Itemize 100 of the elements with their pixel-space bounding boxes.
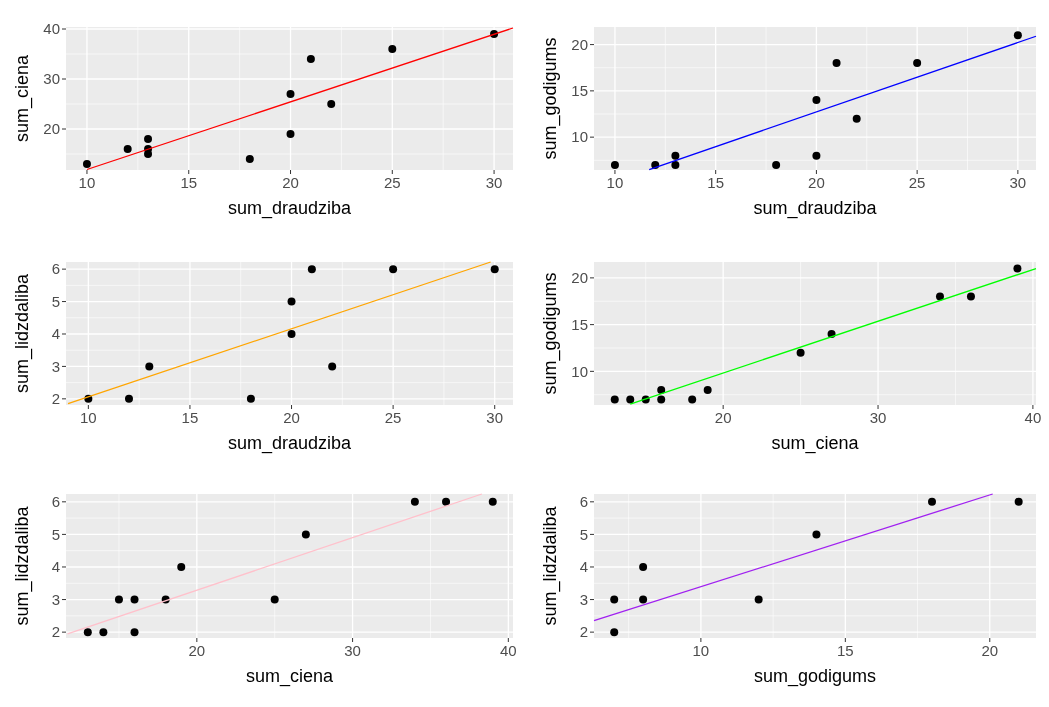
point (639, 595, 648, 604)
point (610, 395, 619, 404)
y-tick-label: 2 (51, 390, 60, 408)
y-tick-label: 3 (51, 590, 60, 608)
point (928, 497, 936, 506)
x-axis-title: sum_draudziba (227, 198, 353, 219)
y-tick-label: 5 (51, 292, 60, 310)
x-tick-label: 25 (383, 174, 401, 191)
x-tick-label: 10 (78, 174, 96, 191)
point (626, 395, 635, 404)
x-tick-label: 30 (485, 174, 503, 191)
point (1014, 497, 1023, 506)
point (610, 595, 619, 604)
point (287, 329, 296, 338)
point (688, 395, 697, 404)
point (145, 362, 154, 371)
point (130, 628, 139, 637)
point (245, 155, 254, 163)
x-tick-label: 15 (836, 642, 854, 659)
point (388, 45, 397, 53)
point (306, 55, 315, 63)
y-tick-label: 15 (571, 315, 588, 333)
y-tick-label: 5 (51, 525, 60, 543)
point (327, 100, 336, 108)
point (1013, 31, 1022, 40)
x-tick-label: 20 (282, 174, 299, 191)
point (114, 595, 123, 604)
x-tick-label: 10 (80, 409, 97, 426)
point (410, 497, 419, 506)
point (671, 151, 680, 160)
x-axis-title: sum_ciena (771, 433, 860, 454)
y-axis-title: sum_lidzdaliba (12, 505, 33, 626)
point (812, 151, 821, 160)
y-tick-label: 4 (51, 325, 60, 343)
point (328, 362, 337, 371)
x-tick-label: 20 (714, 409, 732, 426)
point (83, 628, 92, 637)
y-tick-label: 2 (51, 623, 60, 641)
x-tick-label: 30 (486, 409, 504, 426)
y-axis-title: sum_godigums (540, 272, 561, 395)
point (82, 160, 91, 168)
x-tick-label: 15 (180, 174, 198, 191)
point (130, 595, 139, 604)
point (99, 628, 108, 637)
point (671, 160, 680, 169)
point (812, 96, 821, 105)
x-tick-label: 10 (606, 174, 624, 191)
point (657, 395, 666, 404)
x-tick-label: 20 (981, 642, 999, 659)
point (389, 265, 398, 274)
y-axis-title: sum_lidzdaliba (540, 505, 561, 626)
point (246, 394, 255, 403)
point (286, 90, 295, 98)
point (307, 265, 316, 274)
y-tick-label: 20 (571, 269, 588, 287)
y-tick-label: 6 (51, 493, 60, 511)
point (490, 265, 499, 274)
point (123, 145, 132, 153)
point (639, 562, 648, 571)
point (124, 394, 133, 403)
y-tick-label: 10 (571, 362, 588, 380)
x-tick-label: 20 (808, 174, 825, 191)
point (144, 135, 153, 143)
y-tick-label: 4 (51, 558, 60, 576)
y-axis-title: sum_ciena (12, 53, 33, 143)
point (610, 628, 619, 637)
y-tick-label: 5 (579, 525, 588, 543)
point (832, 59, 841, 68)
point (1013, 264, 1022, 273)
x-tick-label: 40 (499, 642, 517, 659)
point (772, 160, 781, 169)
x-tick-label: 30 (869, 409, 887, 426)
point (287, 297, 296, 306)
point (488, 497, 497, 506)
x-tick-label: 15 (707, 174, 725, 191)
point (144, 150, 153, 158)
point (286, 130, 295, 138)
x-tick-label: 15 (181, 409, 199, 426)
y-tick-label: 20 (43, 120, 60, 138)
y-tick-label: 3 (579, 590, 588, 608)
y-tick-label: 6 (579, 493, 588, 511)
y-tick-label: 20 (571, 35, 588, 53)
y-tick-label: 30 (43, 70, 60, 88)
point (657, 386, 666, 395)
y-tick-label: 6 (51, 260, 60, 278)
x-axis-title: sum_ciena (245, 666, 335, 687)
x-tick-label: 20 (188, 642, 206, 659)
y-tick-label: 15 (571, 82, 588, 100)
x-tick-label: 30 (344, 642, 361, 659)
point (301, 530, 310, 539)
point (270, 595, 279, 604)
y-tick-label: 10 (571, 128, 588, 146)
x-tick-label: 30 (1009, 174, 1027, 191)
point (703, 386, 712, 395)
x-tick-label: 10 (692, 642, 710, 659)
point (754, 595, 763, 604)
x-axis-title: sum_draudziba (227, 433, 353, 454)
point (796, 348, 805, 357)
y-tick-label: 40 (43, 20, 60, 38)
point (852, 114, 861, 123)
